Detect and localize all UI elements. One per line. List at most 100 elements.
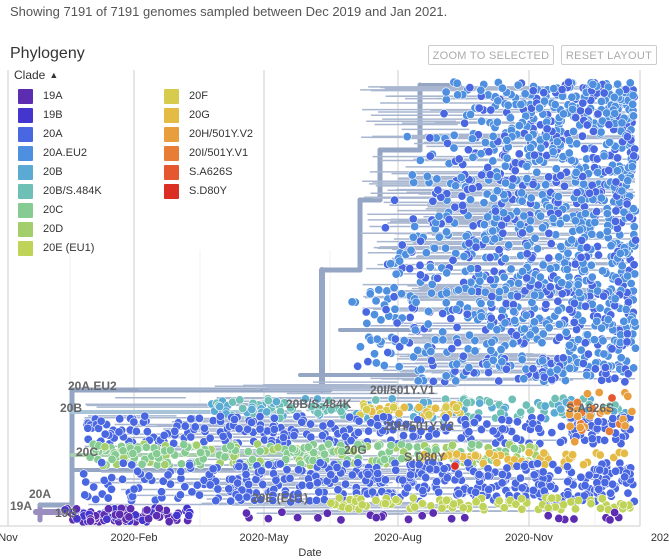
tree-tip — [497, 220, 507, 230]
tree-tip — [582, 242, 592, 252]
legend-item-20i-501y-v1[interactable]: 20I/501Y.V1 — [164, 146, 304, 162]
tree-tip — [486, 105, 496, 115]
tree-tip — [510, 316, 520, 326]
tree-tip — [392, 318, 402, 328]
tree-tip — [569, 317, 579, 327]
legend-item-20a[interactable]: 20A — [18, 127, 158, 143]
tree-tip — [456, 433, 466, 443]
legend-swatch — [18, 222, 33, 237]
tree-tip — [550, 394, 560, 404]
tree-tip — [484, 367, 494, 377]
clade-label-s-d80y[interactable]: S.D80Y — [404, 450, 445, 464]
x-tick-2020-feb: 2020-Feb — [110, 532, 157, 544]
tree-tip — [628, 99, 638, 109]
tree-tip — [278, 433, 288, 443]
tree-tip — [326, 498, 336, 508]
tree-tip — [324, 396, 334, 406]
tree-tip — [199, 423, 209, 433]
clade-label-s-a626s[interactable]: S.A626S — [566, 401, 614, 415]
tree-tip — [326, 419, 336, 429]
tree-tip — [504, 240, 514, 250]
tree-tip — [537, 338, 547, 348]
tree-tip — [593, 417, 603, 427]
tree-tip — [594, 250, 604, 260]
tree-tip — [573, 495, 583, 505]
legend-item-20d[interactable]: 20D — [18, 222, 158, 238]
tree-tip — [494, 376, 504, 386]
legend-item-20g[interactable]: 20G — [164, 108, 304, 124]
clade-label-20e-eu1[interactable]: 20E (EU1) — [252, 491, 308, 505]
tree-tip — [610, 373, 620, 383]
tree-tip — [118, 474, 128, 484]
clade-label-20i-501yv1[interactable]: 20I/501Y.V1 — [370, 383, 435, 397]
tree-tip — [541, 299, 551, 309]
tree-tip — [493, 96, 503, 106]
tree-tip — [430, 243, 440, 253]
tree-tip — [543, 503, 553, 513]
reset-layout-button[interactable]: RESET LAYOUT — [561, 45, 657, 65]
tree-tip — [190, 422, 200, 432]
tree-tip — [600, 435, 610, 445]
tree-tip — [362, 318, 372, 328]
tree-tip — [318, 421, 328, 431]
tree-tip — [485, 275, 495, 285]
legend-toggle[interactable]: Clade ▲ — [14, 68, 58, 82]
tree-tip — [540, 401, 550, 411]
legend-label: 20H/501Y.V2 — [189, 128, 254, 140]
legend-item-20a-eu2[interactable]: 20A.EU2 — [18, 146, 158, 162]
tree-tip — [205, 480, 215, 490]
legend-label: 20B — [43, 166, 63, 178]
tree-tip — [442, 495, 452, 505]
legend-label: 20I/501Y.V1 — [189, 147, 249, 159]
tree-tip — [534, 424, 544, 434]
tree-tip — [391, 495, 401, 505]
legend-item-20b-s-484k[interactable]: 20B/S.484K — [18, 184, 158, 200]
clade-label-20h-501yv2[interactable]: 20H/501Y.V2 — [384, 419, 454, 433]
legend-item-20e-eu1-[interactable]: 20E (EU1) — [18, 241, 158, 257]
tree-tip — [451, 181, 461, 191]
legend-item-20h-501y-v2[interactable]: 20H/501Y.V2 — [164, 127, 304, 143]
clade-label-20b[interactable]: 20B — [60, 401, 82, 415]
tree-tip — [574, 288, 584, 298]
tree-tip — [564, 136, 574, 146]
tree-tip — [165, 445, 175, 455]
tree-tip — [490, 234, 500, 244]
tree-tip — [547, 375, 557, 385]
legend-item-20c[interactable]: 20C — [18, 203, 158, 219]
tree-tip — [142, 505, 152, 515]
clade-label-19b[interactable]: 19B — [55, 506, 77, 520]
tree-tip — [580, 338, 590, 348]
legend-item-20b[interactable]: 20B — [18, 165, 158, 181]
tree-tip — [426, 347, 436, 357]
clade-label-19a[interactable]: 19A — [10, 499, 32, 513]
clade-label-20a[interactable]: 20A — [29, 487, 51, 501]
clade-label-20a-eu2[interactable]: 20A.EU2 — [68, 379, 117, 393]
legend-item-20f[interactable]: 20F — [164, 89, 304, 105]
tree-tip — [486, 313, 496, 323]
tree-tip — [628, 204, 638, 214]
legend-item-s-d80y[interactable]: S.D80Y — [164, 184, 304, 200]
legend-item-s-a626s[interactable]: S.A626S — [164, 165, 304, 181]
tree-tip — [602, 108, 612, 118]
tree-tip — [405, 264, 415, 274]
tree-tip — [547, 428, 557, 438]
tree-tip — [273, 443, 283, 453]
tree-tip — [224, 484, 234, 494]
tree-tip — [344, 504, 354, 514]
clade-label-20b-s484k[interactable]: 20B/S.484K — [286, 397, 352, 411]
tree-tip — [157, 487, 167, 497]
clade-label-20g[interactable]: 20G — [344, 443, 367, 457]
legend-item-19b[interactable]: 19B — [18, 108, 158, 124]
zoom-to-selected-button[interactable]: ZOOM TO SELECTED — [428, 45, 554, 65]
tree-tip — [196, 447, 206, 457]
tree-tip — [300, 394, 310, 404]
tree-tip — [625, 212, 635, 222]
legend-item-19a[interactable]: 19A — [18, 89, 158, 105]
tree-tip — [234, 424, 244, 434]
x-tick-2020-nov: 2020-Nov — [505, 532, 553, 544]
tree-tip — [474, 103, 484, 113]
tree-tip — [269, 413, 279, 423]
clade-label-20c[interactable]: 20C — [76, 445, 98, 459]
tree-tip — [390, 334, 400, 344]
